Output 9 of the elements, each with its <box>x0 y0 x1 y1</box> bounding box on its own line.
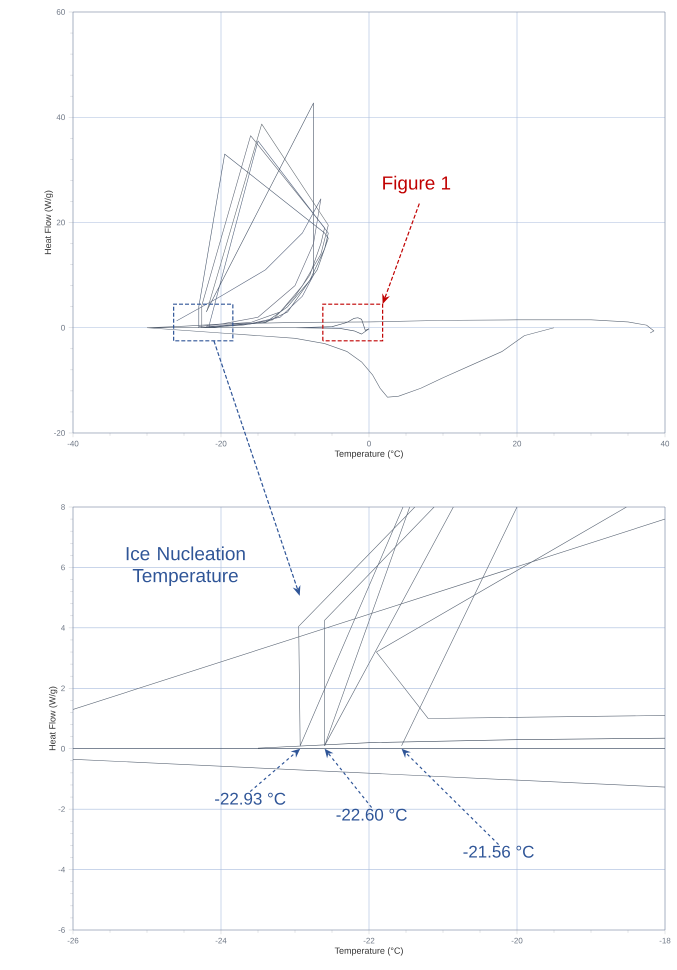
annotation: -22.60 °C <box>336 808 407 821</box>
y-axis-title: Heat Flow (W/g) <box>44 190 53 254</box>
annotation: Figure 1 <box>383 176 450 194</box>
x-axis-title: Temperature (°C) <box>334 947 403 956</box>
annotation: -21.56 °C <box>463 846 534 858</box>
annotation: Ice Nucleation Temperature <box>126 546 245 586</box>
y-axis-title: Heat Flow (W/g) <box>48 686 58 750</box>
annotation: -22.93 °C <box>215 792 286 805</box>
x-axis-title: Temperature (°C) <box>334 450 403 459</box>
